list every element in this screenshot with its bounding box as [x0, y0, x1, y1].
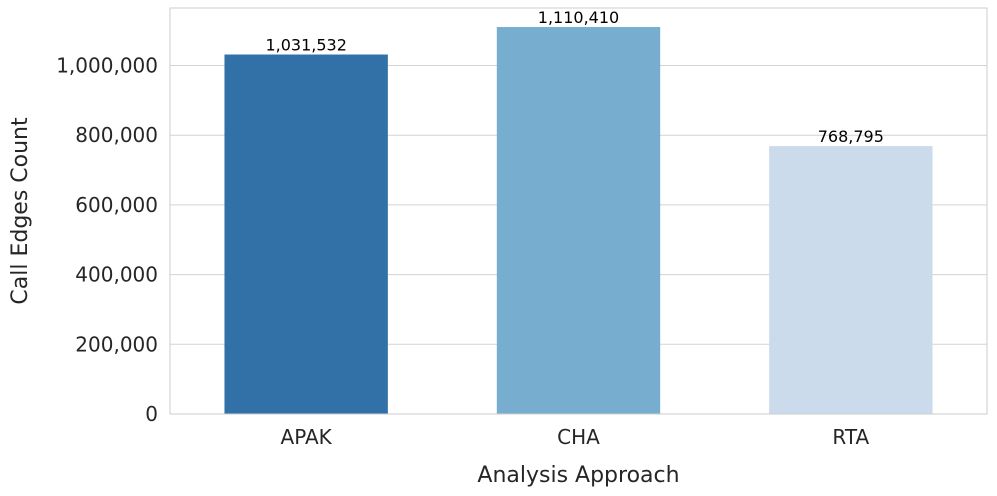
plot-frame	[169, 7, 988, 415]
y-axis-title: Call Edges Count	[8, 117, 33, 305]
y-tick-label: 600,000	[75, 193, 158, 217]
bar-rta	[769, 146, 933, 414]
x-tick-label: RTA	[832, 425, 869, 449]
x-tick-label: CHA	[557, 425, 600, 449]
y-tick-labels: 0 200,000 400,000 600,000 800,000 1,000,000	[56, 54, 158, 426]
data-label: 1,110,410	[538, 8, 619, 27]
y-tick-label: 1,000,000	[56, 54, 158, 78]
y-tick-label: 0	[145, 402, 158, 426]
bars	[224, 27, 933, 415]
data-label: 1,031,532	[265, 36, 346, 55]
x-axis-title: Analysis Approach	[477, 463, 679, 488]
bar-cha	[496, 27, 661, 414]
bar-apak	[224, 54, 388, 415]
y-tick-label: 800,000	[75, 123, 158, 147]
y-tick-label: 200,000	[75, 332, 158, 356]
x-tick-labels: APAK CHA RTA	[281, 425, 870, 449]
x-tick-label: APAK	[281, 425, 333, 449]
data-label: 768,795	[818, 127, 884, 146]
y-tick-label: 400,000	[75, 263, 158, 287]
data-labels: 1,031,532 1,110,410 768,795	[265, 8, 883, 146]
